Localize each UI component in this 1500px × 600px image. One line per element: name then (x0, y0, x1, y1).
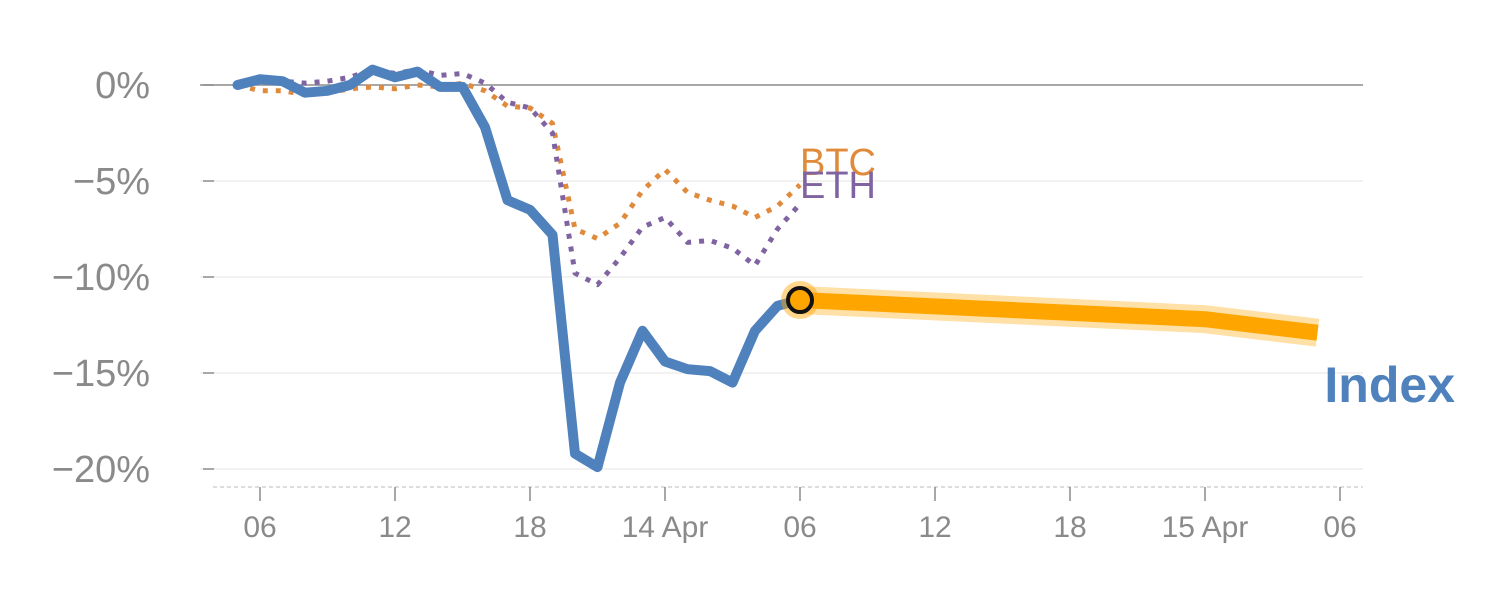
projection-line (799, 292, 1319, 341)
y-tick-label: −15% (52, 353, 150, 395)
gridlines (200, 84, 1363, 470)
x-tick-label: 15 Apr (1162, 511, 1249, 544)
y-tick-label: 0% (95, 65, 150, 107)
x-tick-label: 12 (378, 511, 411, 544)
series-label-btc: BTC (800, 142, 876, 184)
x-tick-labels: 06 12 18 14 Apr 06 12 18 15 Apr 06 (243, 511, 1356, 544)
y-tick-label: −20% (52, 449, 150, 491)
series-lines (232, 64, 805, 473)
x-tick-marks (259, 487, 1341, 501)
series-label-index: Index (1324, 357, 1455, 413)
y-tick-marks (203, 84, 214, 470)
series-line-index (232, 64, 805, 473)
marker-dot (786, 286, 814, 315)
projection (799, 286, 1320, 347)
y-tick-label: −10% (52, 257, 150, 299)
x-tick-label: 06 (1323, 511, 1356, 544)
series-label-eth: ETH (800, 165, 876, 207)
current-value-marker (781, 281, 819, 320)
x-tick-label: 06 (243, 511, 276, 544)
x-tick-label: 18 (513, 511, 546, 544)
series-line-btc (236, 80, 802, 242)
x-tick-label: 12 (918, 511, 951, 544)
y-tick-label: −5% (73, 161, 150, 203)
series-labels: BTC ETH Index (800, 142, 1455, 413)
x-tick-label: 06 (783, 511, 816, 544)
x-tick-label: 18 (1053, 511, 1086, 544)
y-tick-labels: 0% −5% −10% −15% −20% (52, 65, 150, 491)
x-tick-label: 14 Apr (622, 511, 709, 544)
series-line-eth (236, 67, 802, 288)
